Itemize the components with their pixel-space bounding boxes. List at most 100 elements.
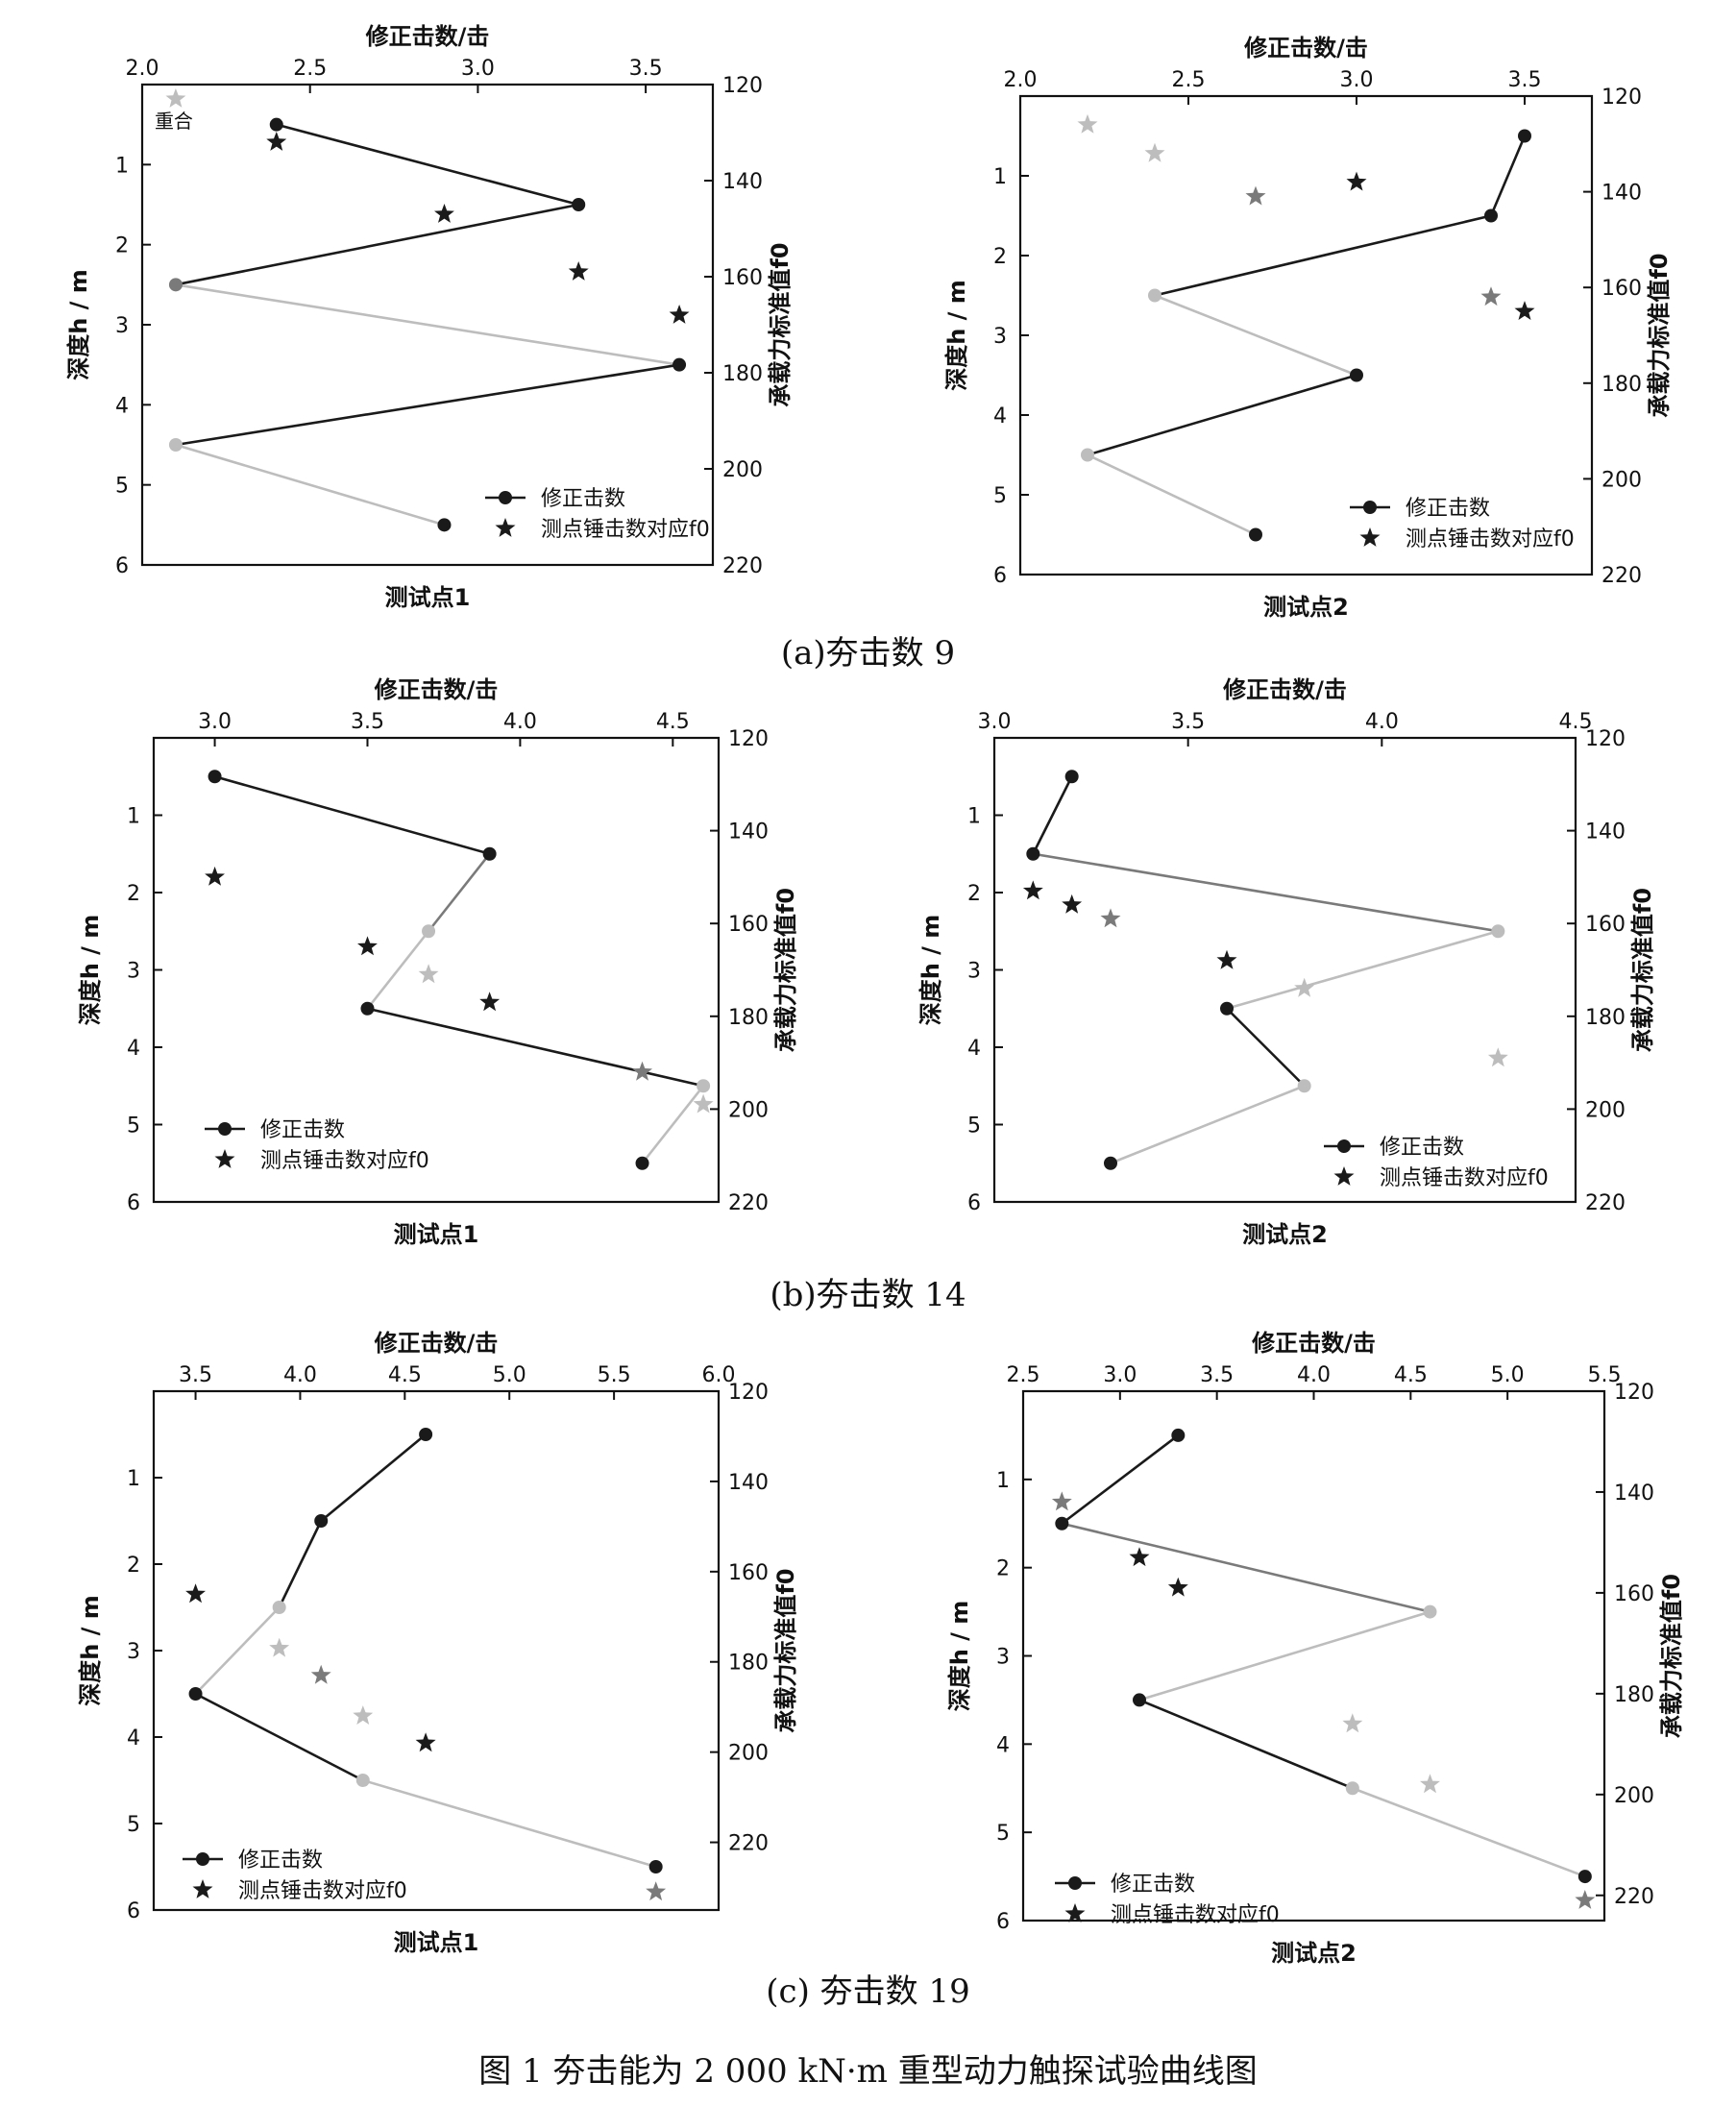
legend-point-sample	[499, 491, 512, 504]
legend-star-label: 测点锤击数对应f0	[1111, 1903, 1280, 1927]
y-tick-label: 3	[127, 1640, 140, 1664]
legend-point-sample	[218, 1122, 232, 1136]
legend-line-label: 修正击数	[1111, 1873, 1195, 1897]
data-point	[697, 1079, 711, 1093]
series-line-segment	[175, 283, 680, 366]
x-tick-label: 3.5	[1508, 68, 1542, 92]
data-point	[355, 1774, 370, 1787]
x-tick-label: 3.5	[1171, 710, 1205, 734]
legend-star-sample	[1333, 1166, 1355, 1186]
legend-line-label: 修正击数	[541, 487, 625, 511]
subcaption-b: (b)夯击数 14	[770, 1276, 966, 1314]
y2-tick-label: 180	[722, 362, 763, 386]
y-tick-label: 3	[115, 314, 129, 338]
star-point	[646, 1881, 667, 1901]
plot-frame	[152, 736, 721, 1204]
y-tick-label: 4	[127, 1037, 140, 1061]
star-point	[1346, 171, 1367, 191]
chart-title: 测试点1	[385, 584, 471, 611]
y-tick-label: 1	[127, 805, 140, 829]
x-tick-label: 3.0	[978, 710, 1012, 734]
y-tick-label: 4	[967, 1037, 981, 1061]
star-point	[434, 204, 454, 223]
x-tick-label: 4.5	[1559, 710, 1593, 734]
y2-tick-label: 140	[1585, 820, 1626, 845]
series-line-segment	[1087, 453, 1257, 536]
top-axis-title: 修正击数/击	[365, 23, 490, 50]
x-tick-label: 4.5	[656, 710, 690, 734]
data-point	[1249, 527, 1262, 542]
y-tick-label: 6	[996, 1910, 1010, 1934]
y-tick-label: 6	[115, 554, 129, 578]
star-point	[1077, 113, 1098, 134]
left-axis-title: 深度h / m	[943, 280, 970, 391]
star-point	[568, 261, 589, 281]
x-tick-label: 2.5	[1172, 68, 1206, 92]
y-tick-label: 2	[967, 882, 981, 906]
star-point	[266, 132, 287, 151]
y2-tick-label: 120	[1602, 86, 1642, 110]
data-point	[1577, 1870, 1592, 1884]
data-point	[419, 1428, 433, 1441]
series-line-segment	[1110, 1085, 1306, 1164]
x-tick-label: 2.0	[1004, 68, 1038, 92]
star-point	[1245, 185, 1266, 206]
series-line-segment	[320, 1433, 427, 1523]
series-line-segment	[194, 1692, 364, 1782]
plot-frame	[992, 736, 1577, 1204]
data-point	[1423, 1604, 1437, 1619]
plot-frame	[1018, 94, 1594, 576]
x-tick-label: 2.5	[293, 57, 327, 81]
star-point	[357, 936, 378, 956]
x-tick-label: 2.0	[126, 57, 159, 81]
legend-line-label: 修正击数	[1380, 1136, 1464, 1160]
y-tick-label: 5	[115, 475, 129, 499]
y-tick-label: 6	[967, 1191, 981, 1215]
chart-panel-2: 2.0 2.5 3.0 3.5 1 2 3 4 5 6 120 140 160 180 200 220 修正击数…	[943, 35, 1673, 621]
y-tick-label: 2	[127, 882, 140, 906]
legend-point-sample	[1068, 1876, 1082, 1890]
star-point	[1129, 1547, 1150, 1567]
data-point	[437, 518, 452, 532]
star-point	[353, 1705, 374, 1725]
y-tick-label: 5	[127, 1114, 140, 1139]
y2-tick-label: 120	[1585, 727, 1626, 751]
y2-tick-label: 200	[1585, 1098, 1626, 1122]
x-tick-label: 3.0	[198, 710, 232, 734]
series-line-segment	[1226, 929, 1499, 1011]
y-tick-label: 5	[996, 1822, 1010, 1846]
star-point	[1167, 1577, 1188, 1597]
y-tick-label: 1	[127, 1467, 140, 1491]
x-tick-label: 3.0	[1103, 1363, 1137, 1387]
legend-line-label: 修正击数	[260, 1118, 345, 1142]
y2-tick-label: 200	[728, 1098, 769, 1122]
star-point	[415, 1732, 436, 1752]
series-line-segment	[362, 1778, 657, 1869]
y2-tick-label: 200	[728, 1742, 769, 1766]
x-tick-label: 5.0	[1491, 1363, 1525, 1387]
series-line-segment	[1032, 775, 1073, 855]
x-tick-label: 5.5	[1588, 1363, 1622, 1387]
y2-tick-label: 220	[728, 1191, 769, 1215]
star-point	[185, 1583, 206, 1604]
left-axis-title: 深度h / m	[946, 1601, 973, 1712]
star-point	[1022, 880, 1043, 900]
series-line-segment	[278, 1520, 323, 1608]
y-tick-label: 2	[996, 1557, 1010, 1581]
y-tick-label: 5	[967, 1114, 981, 1139]
x-tick-label: 4.0	[503, 710, 537, 734]
series-line-segment	[175, 443, 445, 526]
right-axis-title: 承载力标准值f0	[1646, 253, 1673, 417]
y-tick-label: 3	[993, 325, 1007, 349]
series-line-segment	[1154, 294, 1357, 377]
y2-tick-label: 200	[1602, 468, 1642, 492]
legend-star-label: 测点锤击数对应f0	[541, 518, 710, 542]
left-axis-title: 深度h / m	[917, 915, 944, 1026]
series-line-segment	[1138, 1699, 1354, 1790]
series-line-segment	[1154, 214, 1492, 297]
legend-point-sample	[1363, 501, 1377, 514]
data-point	[1104, 1156, 1117, 1170]
data-point	[1171, 1428, 1186, 1442]
y2-tick-label: 140	[728, 820, 769, 845]
data-point	[422, 924, 436, 939]
